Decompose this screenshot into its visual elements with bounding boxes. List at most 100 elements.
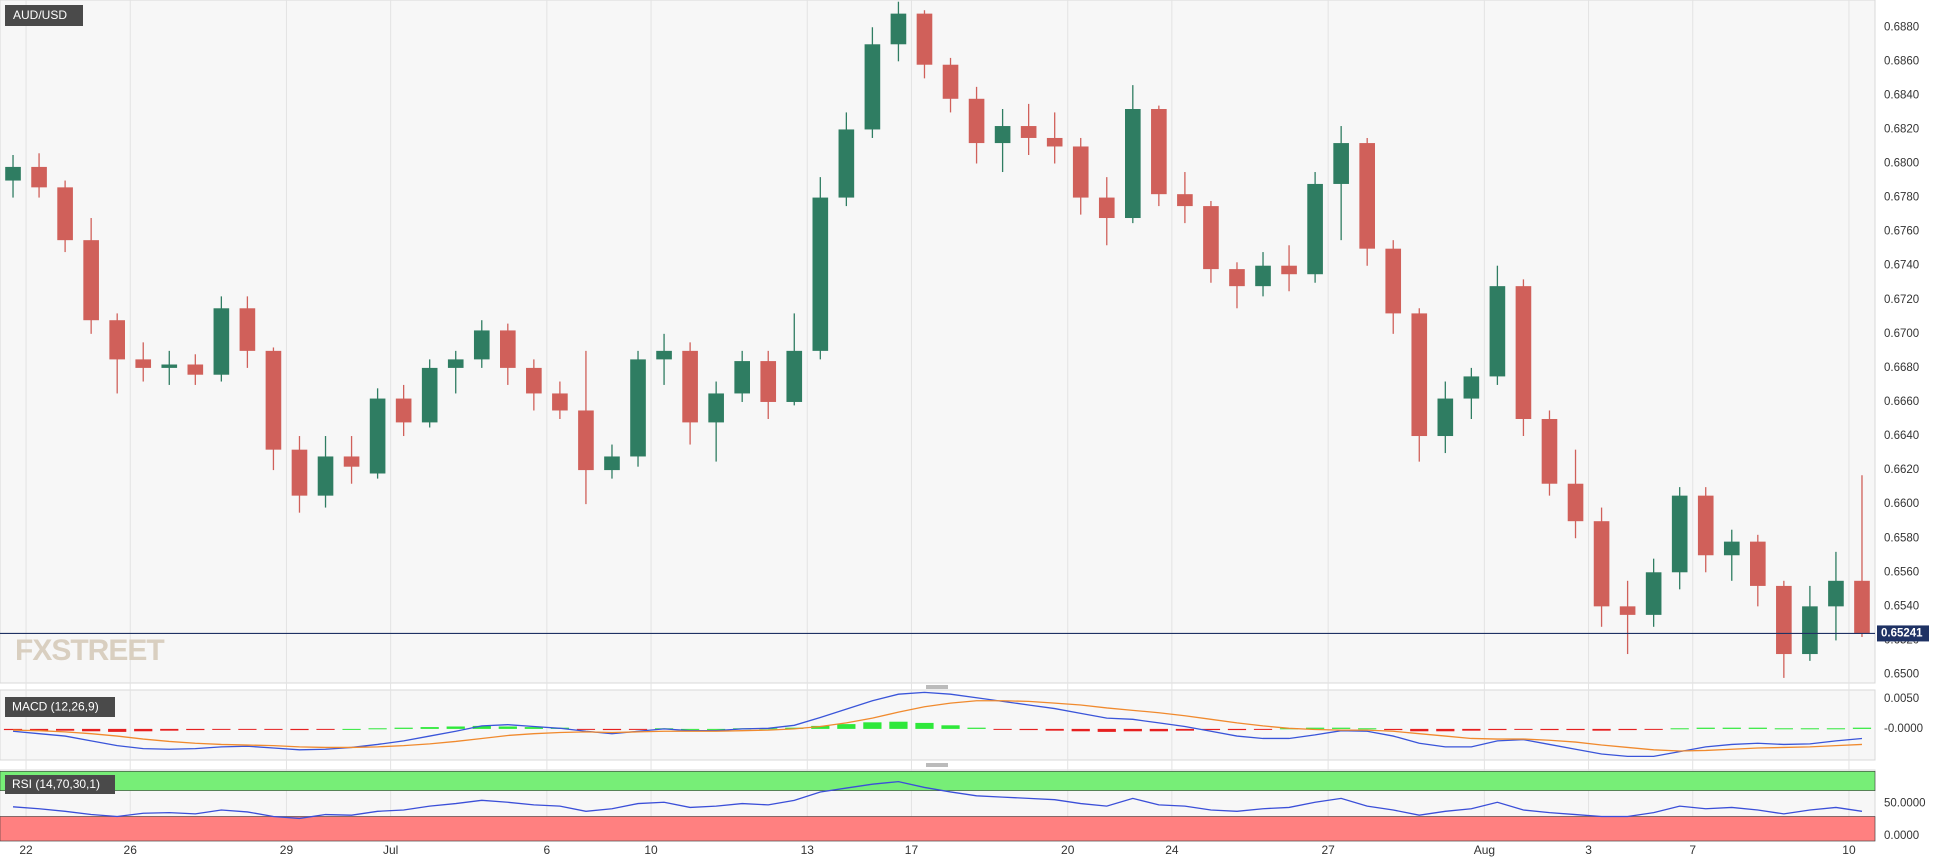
macd-histogram-bar xyxy=(1592,728,1611,731)
macd-histogram-bar xyxy=(342,728,361,730)
macd-histogram-bar xyxy=(1826,728,1846,730)
candle-body xyxy=(760,361,777,402)
candle-body xyxy=(1385,248,1402,314)
macd-histogram-bar xyxy=(212,728,231,730)
macd-histogram-bar xyxy=(602,728,622,731)
candle-body xyxy=(1515,286,1532,419)
last-price-label: 0.65241 xyxy=(1881,627,1923,639)
macd-histogram-bar xyxy=(55,728,75,731)
macd-histogram-bar xyxy=(1462,728,1481,731)
macd-histogram-bar xyxy=(863,722,882,729)
candle-body xyxy=(1802,606,1818,655)
macd-histogram-bar xyxy=(707,728,726,730)
candle-body xyxy=(317,456,334,496)
macd-histogram-bar xyxy=(1097,728,1116,732)
macd-histogram-bar xyxy=(576,728,596,730)
candle-body xyxy=(1854,580,1870,634)
candle-body xyxy=(526,367,542,394)
candle-body xyxy=(213,308,230,375)
macd-histogram-bar xyxy=(1774,728,1793,730)
macd-histogram-bar xyxy=(811,725,830,729)
macd-histogram-bar xyxy=(290,728,309,731)
candle-body xyxy=(1072,146,1089,198)
candle-body xyxy=(265,350,282,450)
candle-body xyxy=(1046,137,1063,147)
candle-body xyxy=(630,359,646,457)
macd-histogram-bar xyxy=(368,728,387,730)
watermark: FXSTREET xyxy=(15,634,164,667)
candle-body xyxy=(239,308,256,351)
candle-body xyxy=(135,359,152,368)
candle-body xyxy=(682,350,698,423)
candle-body xyxy=(395,398,412,423)
y-tick-label: 0.6840 xyxy=(1884,89,1919,101)
macd-histogram-bar xyxy=(1514,728,1533,730)
x-tick-label: 3 xyxy=(1585,843,1592,857)
macd-histogram-bar xyxy=(29,728,49,731)
candle-body xyxy=(291,449,308,496)
candle-body xyxy=(1307,183,1323,275)
indicator-line xyxy=(13,700,1863,752)
candle-body xyxy=(500,330,516,368)
macd-title-box xyxy=(5,697,115,717)
symbol-box xyxy=(5,5,83,26)
panel-resize-handle[interactable] xyxy=(926,763,948,767)
x-tick-label: 10 xyxy=(1842,843,1856,857)
candle-body xyxy=(1333,143,1349,184)
candle-body xyxy=(942,64,959,99)
y-tick-label: 0.6680 xyxy=(1884,362,1919,374)
rsi-band xyxy=(0,770,1876,791)
macd-histogram-bar xyxy=(160,728,179,731)
candle-body xyxy=(708,393,724,423)
macd-histogram-bar xyxy=(1436,728,1455,732)
macd-histogram-bar xyxy=(993,728,1012,730)
candle-body xyxy=(656,350,672,360)
candle-body xyxy=(31,166,47,188)
macd-histogram-bar xyxy=(1045,728,1064,731)
candle-body xyxy=(1020,126,1037,138)
macd-histogram-bar xyxy=(1019,728,1038,731)
macd-histogram-bar xyxy=(1618,728,1637,731)
candle-body xyxy=(1437,398,1454,437)
x-tick-label: 10 xyxy=(644,843,658,857)
candle-body xyxy=(994,126,1011,144)
macd-histogram-bar xyxy=(1722,727,1741,729)
x-tick-label: 29 xyxy=(280,843,294,857)
macd-histogram-bar xyxy=(394,727,413,729)
macd-histogram-bar xyxy=(472,725,491,729)
candle-body xyxy=(1697,495,1714,556)
grid-layer xyxy=(0,0,1876,842)
candle-body xyxy=(1098,197,1115,219)
macd-histogram-bar xyxy=(1800,728,1820,730)
y-tick-label: 0.6880 xyxy=(1884,21,1919,33)
panel-resize-handle[interactable] xyxy=(926,685,948,689)
y-tick-label: 0.6700 xyxy=(1884,328,1919,340)
macd-histogram-bar xyxy=(628,728,648,730)
macd-histogram-bar xyxy=(524,727,543,729)
macd-histogram-bar xyxy=(680,728,700,730)
x-tick-label: 24 xyxy=(1165,843,1179,857)
candle-body xyxy=(890,13,907,45)
candle-body xyxy=(1255,265,1271,287)
y-tick-label: 0.6720 xyxy=(1884,294,1919,306)
candle-body xyxy=(552,393,568,411)
x-tick-label: 22 xyxy=(19,843,33,857)
labels-layer: 22 26 29 Jul 6 10 13 17 20 24 27 Aug 3 7 10 0.6500 0.652… xyxy=(19,21,1929,857)
macd-histogram-bar xyxy=(1201,728,1221,731)
macd-histogram-bar xyxy=(967,727,986,729)
y-tick-label: 0.6760 xyxy=(1884,226,1919,238)
y-tick-label: 0.6620 xyxy=(1884,464,1919,476)
candle-body xyxy=(604,456,620,471)
x-tick-label: 7 xyxy=(1689,843,1696,857)
candle-body xyxy=(1541,418,1558,484)
macd-histogram-bar xyxy=(3,728,23,731)
y-tick-label: 0.6600 xyxy=(1884,498,1919,510)
candle-body xyxy=(1203,206,1219,270)
y-tick-label: 50.0000 xyxy=(1884,798,1926,810)
candle-body xyxy=(1151,109,1167,195)
x-tick-label: 26 xyxy=(124,843,138,857)
y-tick-label: 0.6640 xyxy=(1884,430,1919,442)
candle-body xyxy=(109,320,125,360)
